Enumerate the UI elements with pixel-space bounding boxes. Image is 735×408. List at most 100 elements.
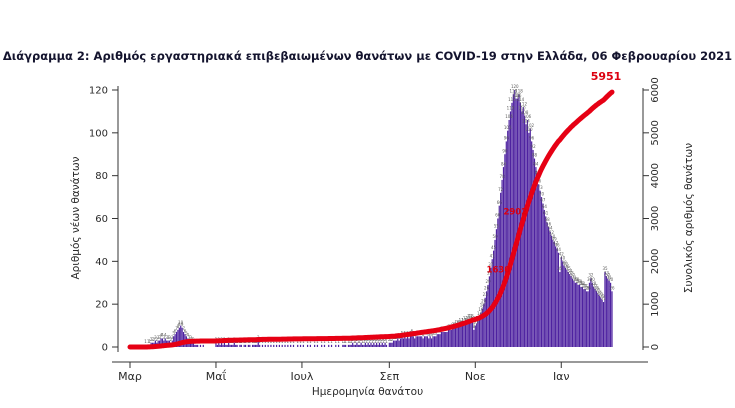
bar bbox=[540, 197, 543, 347]
bar bbox=[502, 167, 505, 347]
bar-value-label: 38 bbox=[562, 260, 568, 265]
bar bbox=[225, 344, 227, 347]
bar-value-label: 3 bbox=[167, 335, 170, 340]
bar bbox=[528, 132, 530, 347]
bar bbox=[447, 329, 450, 347]
bar-value-label: 30 bbox=[574, 277, 580, 282]
bar-value-label: 9 bbox=[178, 322, 181, 327]
bar bbox=[292, 344, 295, 347]
bar bbox=[423, 336, 426, 347]
bar bbox=[538, 184, 540, 347]
bar bbox=[564, 267, 567, 347]
bar bbox=[390, 342, 392, 347]
bar bbox=[356, 342, 358, 347]
bar-value-label: 55 bbox=[494, 223, 500, 228]
bar bbox=[432, 336, 434, 347]
bar bbox=[560, 257, 562, 347]
bar-value-label: 1 bbox=[350, 339, 353, 344]
bar bbox=[450, 329, 452, 347]
bar bbox=[518, 94, 520, 347]
bar bbox=[330, 344, 333, 347]
bar-value-label: 35 bbox=[566, 266, 572, 271]
bar bbox=[595, 291, 598, 347]
bar bbox=[531, 141, 533, 347]
bar bbox=[273, 344, 275, 347]
bar-value-label: 10 bbox=[178, 320, 184, 325]
bar-value-label: 108 bbox=[521, 110, 529, 115]
bar bbox=[352, 342, 354, 347]
bar bbox=[391, 342, 393, 347]
bar-value-label: 3 bbox=[163, 335, 166, 340]
bar bbox=[578, 284, 581, 347]
bar bbox=[350, 344, 352, 347]
bar-value-label: 1 bbox=[287, 339, 290, 344]
bar-value-label: 50 bbox=[492, 234, 498, 239]
bar-value-label: 1 bbox=[343, 339, 346, 344]
bar bbox=[611, 291, 613, 347]
bar bbox=[605, 276, 607, 347]
bar-value-label: 73 bbox=[538, 185, 544, 190]
bar bbox=[275, 344, 278, 347]
daily-deaths-bars bbox=[144, 90, 613, 348]
bar bbox=[178, 327, 180, 347]
bar bbox=[249, 344, 251, 347]
bar-value-label: 1 bbox=[302, 339, 305, 344]
bar bbox=[408, 338, 410, 347]
bar-value-label: 41 bbox=[490, 253, 496, 258]
bar bbox=[453, 327, 455, 347]
bar bbox=[309, 344, 311, 347]
bar bbox=[524, 115, 526, 347]
bar-value-label: 7 bbox=[182, 326, 185, 331]
bar bbox=[154, 340, 156, 347]
bar bbox=[577, 284, 579, 347]
bar bbox=[598, 295, 600, 347]
bar bbox=[454, 327, 457, 347]
bar bbox=[229, 344, 231, 347]
bar-value-label: 5 bbox=[172, 331, 175, 336]
bar bbox=[302, 344, 304, 347]
bar bbox=[569, 274, 571, 347]
bar-value-label: 25 bbox=[595, 288, 601, 293]
bar bbox=[460, 323, 462, 347]
y-left-tick-label: 20 bbox=[95, 300, 108, 311]
bar-value-label: 54 bbox=[547, 226, 553, 231]
bar bbox=[222, 344, 224, 347]
bar bbox=[529, 128, 531, 347]
bar bbox=[477, 321, 479, 347]
bar bbox=[357, 344, 359, 347]
cumulative-deaths-line bbox=[127, 89, 615, 350]
bar bbox=[429, 336, 431, 347]
bar bbox=[473, 329, 475, 347]
bar bbox=[545, 216, 547, 347]
bar bbox=[254, 344, 257, 347]
bar-value-label: 1 bbox=[147, 339, 150, 344]
bar-value-label: 26 bbox=[594, 286, 600, 291]
bar-value-label: 26 bbox=[584, 286, 590, 291]
bar bbox=[445, 332, 447, 347]
y-right-tick-label: 2000 bbox=[650, 249, 661, 274]
bar bbox=[416, 336, 419, 347]
bar-value-label: 18 bbox=[480, 303, 486, 308]
bar bbox=[559, 272, 561, 347]
bar bbox=[253, 344, 255, 347]
bar-value-label: 30 bbox=[573, 277, 579, 282]
bar bbox=[485, 291, 488, 347]
bar bbox=[360, 342, 362, 347]
y-right-tick-label: 3000 bbox=[650, 206, 661, 231]
bar bbox=[388, 342, 390, 347]
bar bbox=[497, 218, 499, 347]
bar bbox=[525, 124, 527, 348]
bar-value-label: 4 bbox=[430, 333, 433, 338]
bar bbox=[411, 334, 413, 347]
bar-value-label: 1 bbox=[148, 339, 151, 344]
cumulative-total-label: 5951 bbox=[591, 70, 622, 83]
bar bbox=[573, 280, 575, 347]
bar bbox=[536, 175, 538, 347]
bar bbox=[191, 342, 193, 347]
bar-value-label: 35 bbox=[602, 266, 608, 271]
bar bbox=[218, 342, 220, 347]
bar bbox=[164, 338, 166, 347]
bar bbox=[243, 344, 245, 347]
bar bbox=[160, 338, 162, 347]
bar-value-label: 24 bbox=[597, 290, 603, 295]
